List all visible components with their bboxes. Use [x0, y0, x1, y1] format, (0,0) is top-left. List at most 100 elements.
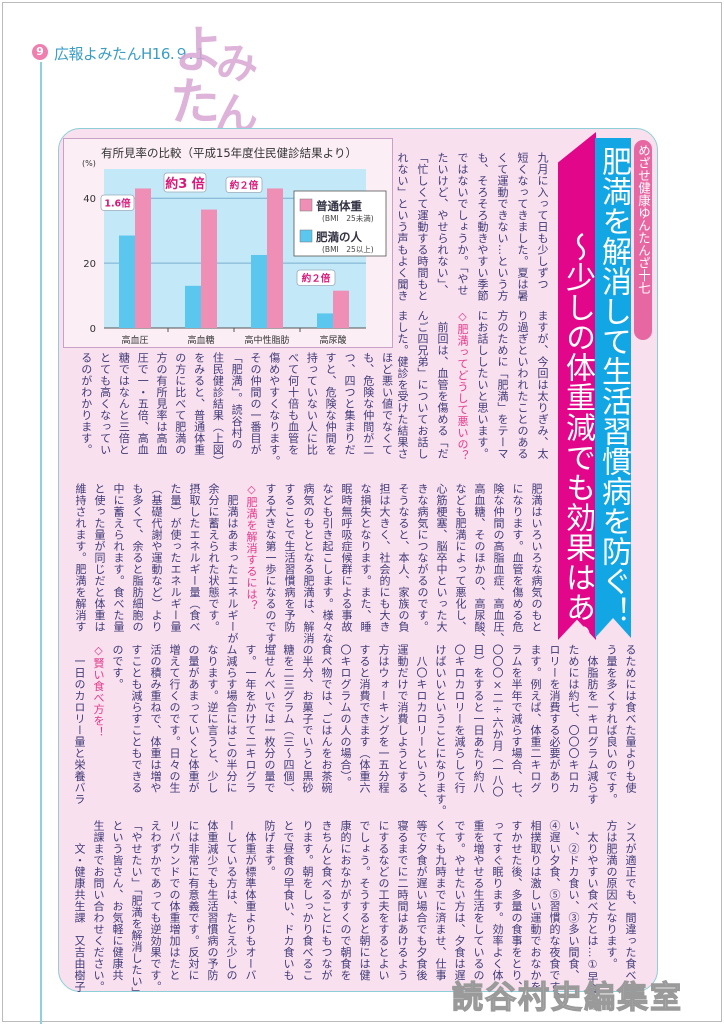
text-column: た量）が使ったエネルギー量 [169, 483, 182, 633]
text-column: なります。逆に言うと、少し [206, 644, 219, 794]
text-column: すことも減らすこともできる [130, 644, 143, 794]
text-column: 相撲取りは激しい運動でおなかを [529, 820, 542, 993]
article-text-block: るためには食べた量よりも使 う量を多くすれば良いのです。 体脂肪を一キログラム減ら… [70, 644, 640, 817]
text-column: 眠時無呼吸症候群による事故 [340, 483, 353, 633]
annotation-label: 約２倍 [302, 273, 331, 285]
text-column: 短くなってきました。夏は暑 [516, 152, 529, 302]
text-column: なども引き起こします。様々な [321, 483, 334, 644]
annotation-label: 1.6倍 [104, 198, 131, 210]
text-column: 方は肥満の原因となります。 [605, 820, 618, 970]
text-column: 日）をすると一日あたり約八 [472, 644, 485, 794]
text-column: 高血糖、そのほかの、高尿酸、 [473, 483, 486, 644]
text-column: つ、四つと集まりだ [342, 352, 356, 456]
article-text-block: ますが、今回は太りぎみ、太 り過ぎといわれたことのある 方のために「肥満」をテーマに… [392, 310, 552, 470]
text-column: の半分、お菓子でいうと黒砂 [301, 644, 314, 794]
text-column: の方に比べて肥満の [173, 352, 187, 456]
text-column: う量を多くすれば良いのです。 [605, 644, 618, 805]
bar-normal-0 [135, 188, 151, 328]
publication-date: 広報よみたんH16.９.１ [54, 45, 208, 63]
text-column: 険な仲間の高脂血症、高血圧、 [492, 483, 505, 644]
text-column: も、そろそろ動きやすい季節 [476, 152, 489, 302]
text-column: 太りやすい食べ方とは…①早食 [586, 820, 599, 995]
x-tick-label: 高尿酸 [319, 334, 346, 346]
text-column: 方はウォーキングを一五分程 [377, 644, 390, 794]
text-column: ほど悪い値でなくて [380, 352, 394, 456]
text-column: ラムを半年で減らす場合、七、 [510, 644, 523, 805]
y-tick-label: 40 [83, 194, 96, 205]
annotation-label: 約3 倍 [165, 176, 205, 192]
page-number-badge: 9 [32, 44, 48, 60]
text-column: 方のために「肥満」をテーマ [496, 310, 509, 460]
text-column: 肥満はあまったエネルギーが [226, 483, 239, 645]
text-column: と使った量が同じだと体重は [93, 483, 106, 633]
text-column: 糖を二三グラム（三～四個）、 [282, 644, 295, 800]
text-column: 運動だけで消費しようとする [396, 644, 409, 794]
text-column: 〇〇〇×二÷六か月（一八〇 [491, 644, 504, 798]
text-column: という皆さん、お気軽に健康共 [111, 820, 124, 981]
y-tick-label: 20 [83, 259, 96, 270]
section-heading: ◇肥満を解消するには？ [245, 483, 258, 612]
text-column: すると消費できます（体重六 [358, 644, 371, 794]
text-column: のです。 [111, 644, 124, 690]
text-column: ました。健診を受けた結果さ [396, 310, 409, 460]
text-column: なども肥満によって悪化し、 [454, 483, 467, 633]
text-column: きな病気につながるのです。 [416, 483, 429, 633]
text-column: ってすぐ眠ります。効率よく体 [491, 820, 504, 981]
bar-normal-3 [333, 290, 349, 328]
text-column: 生課までお問い合わせください。 [92, 820, 105, 993]
text-column: 前回は、血管を傷める「だ [436, 310, 449, 460]
article-text-block: ほど悪い値でなくて も、危険な仲間が二 つ、四つと集まりだ すと、危険な仲間を 持ってい… [76, 352, 396, 467]
text-column: 住民健診結果（上図） [211, 352, 225, 467]
text-column: す。一年をかけて二キログラ [244, 644, 257, 794]
y-axis-label: (%) [82, 159, 96, 168]
text-column: り過ぎといわれたことのある [516, 310, 529, 460]
annotation-box [100, 194, 135, 211]
text-column: 糖ではなんと三倍と [117, 352, 131, 456]
text-column: たいけど、やせられない」、 [436, 152, 449, 296]
text-column: べて何十倍も血管を [286, 352, 300, 456]
text-column: とで昼食の早食い、ドカ食いも [282, 820, 295, 981]
text-column: 担は大きく、社会的にも大き [378, 483, 391, 633]
text-column: 持っていない人に比 [305, 352, 319, 456]
text-column: 摂取したエネルギー量（食べ [188, 483, 201, 633]
text-column: 塩せんべいでは一枚分の量で [263, 644, 276, 794]
text-column: 等で夕食が遅い場合でも夕食後 [415, 820, 428, 981]
text-column: 「肥満」。読谷村の [230, 352, 244, 450]
logo-char: た [170, 72, 220, 131]
text-column: リバウンドでの体重増加はたと [168, 820, 181, 981]
text-column: 食べ物では、ごはんをお茶碗 [320, 644, 333, 794]
bar-obese-1 [185, 285, 201, 328]
chart-svg: 有所見率の比較（平成15年度住民健診結果より） (%) 0 20 40 高血圧 高血糖 高中性… [82, 146, 387, 346]
x-tick-label: 高血圧 [121, 334, 148, 346]
yomitan-logo: よ み た ん [166, 10, 266, 140]
text-column: も、危険な仲間が二 [361, 352, 375, 456]
text-column: 一日のカロリー量と栄養バラ [73, 644, 86, 806]
chart-title: 有所見率の比較（平成15年度住民健診結果より） [101, 146, 357, 160]
legend-swatch [299, 198, 313, 212]
text-column: ますが、今回は太りぎみ、太 [536, 310, 549, 460]
text-column: るのがわかります。 [79, 352, 93, 456]
text-column: ④遅い夕食、⑤習慣的な夜食です。 [548, 820, 561, 1004]
text-column: その仲間の一番目が [248, 352, 262, 456]
bar-obese-2 [251, 254, 267, 328]
bar-chart: 有所見率の比較（平成15年度住民健診結果より） (%) 0 20 40 高血圧 高血糖 高中性… [63, 138, 393, 348]
text-column: ます。例えば、体重二キログ [529, 644, 542, 794]
text-column: すかせた後、多量の食事をとり、 [510, 820, 523, 993]
text-column: すと、危険な仲間を [324, 352, 338, 456]
legend-note: (BMI 25未満) [322, 213, 374, 223]
text-column: 方の有所見率は高血 [154, 352, 168, 456]
logo-char: よ [174, 20, 224, 79]
article-subtitle: ～少しの体重減でも効果はあり～ [558, 132, 596, 640]
text-column: も多くて、余ると脂肪細胞の [131, 483, 144, 633]
annotation-box [163, 172, 207, 193]
y-tick-label: 0 [90, 324, 96, 335]
text-column: にお話ししたいと思います。 [476, 310, 489, 460]
text-column: えわずかであっても逆効果です。 [149, 820, 162, 993]
article-text-block: 九月に入って日も少しずつ 短くなってきました。夏は暑 くて運動できない…という方 も、… [392, 152, 552, 302]
text-column: 〇キログラムの人の場合）。 [339, 644, 352, 788]
legend-label: 肥満の人 [316, 230, 362, 244]
text-column: 余分に蓄えられた状態です。 [207, 483, 220, 633]
bar-normal-2 [267, 188, 283, 328]
annotation-label: 約２倍 [230, 180, 259, 192]
